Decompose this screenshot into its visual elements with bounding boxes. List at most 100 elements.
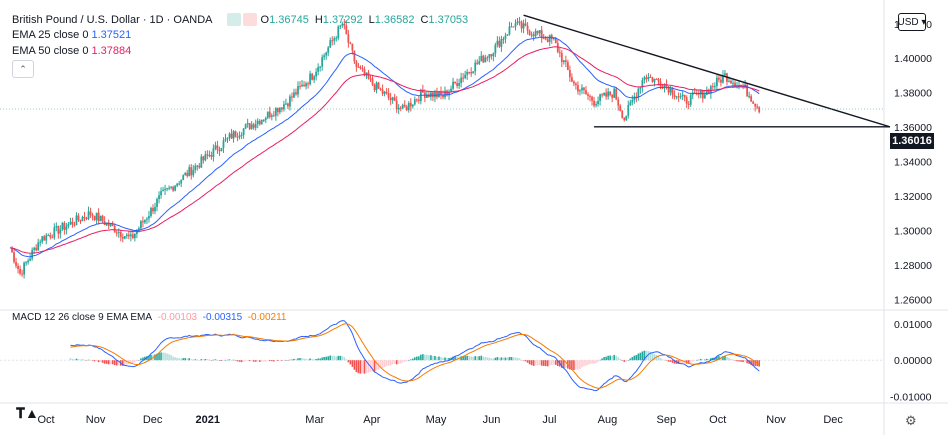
macd-histogram-bar bbox=[325, 356, 327, 361]
macd-histogram-bar bbox=[736, 360, 738, 362]
candle-body bbox=[401, 104, 404, 109]
ema25-line bbox=[9, 36, 760, 258]
macd-histogram-bar bbox=[289, 359, 291, 361]
candle-body bbox=[399, 107, 402, 109]
macd-histogram-bar bbox=[329, 355, 332, 361]
macd-histogram-bar bbox=[420, 354, 422, 361]
macd-histogram-bar bbox=[232, 359, 235, 361]
ema25-legend[interactable]: EMA 25 close 0 1.37521 bbox=[12, 29, 131, 41]
macd-histogram-bar bbox=[518, 358, 521, 361]
macd-histogram-bar bbox=[671, 360, 674, 363]
candle-body bbox=[226, 137, 229, 139]
candle-body bbox=[599, 94, 601, 101]
candle-body bbox=[633, 96, 636, 101]
macd-histogram-bar bbox=[260, 360, 263, 362]
candle-body bbox=[170, 186, 173, 188]
macd-histogram-bar bbox=[524, 360, 527, 362]
candle-body bbox=[214, 145, 217, 149]
candle-body bbox=[305, 83, 307, 87]
candle-body bbox=[405, 106, 408, 111]
macd-histogram-bar bbox=[361, 360, 364, 374]
macd-histogram-bar bbox=[595, 360, 597, 364]
macd-histogram-bar bbox=[256, 360, 259, 362]
ema-lines bbox=[9, 36, 760, 258]
candle-body bbox=[210, 155, 213, 157]
macd-histogram-bar bbox=[456, 356, 458, 361]
macd-histogram-bar bbox=[605, 356, 607, 361]
macd-histogram-bar bbox=[172, 356, 174, 361]
candle-body bbox=[53, 227, 56, 238]
candle-body bbox=[150, 207, 152, 216]
candle-body bbox=[752, 101, 755, 104]
candle-body bbox=[681, 94, 684, 97]
macd-histogram-bar bbox=[271, 360, 273, 362]
macd-histogram-bar bbox=[677, 360, 680, 364]
candle-body bbox=[274, 107, 277, 116]
macd-histogram-bar bbox=[635, 355, 638, 361]
candle-body bbox=[699, 90, 702, 95]
eye-icon[interactable] bbox=[226, 13, 241, 26]
macd-histogram-bar bbox=[242, 360, 245, 362]
macd-histogram-bar bbox=[222, 360, 225, 361]
candle-body bbox=[218, 150, 221, 152]
candle-body bbox=[407, 102, 410, 111]
candle-body bbox=[568, 70, 571, 78]
candle-body bbox=[669, 88, 672, 93]
macd-histogram-bar bbox=[575, 360, 577, 370]
macd-histogram-bar bbox=[699, 358, 702, 361]
macd-histogram-bar bbox=[579, 360, 581, 369]
candle-body bbox=[131, 234, 134, 239]
currency-button[interactable]: USD ▾ bbox=[898, 13, 926, 31]
chevron-up-icon[interactable]: ⌃ bbox=[12, 60, 34, 78]
symbol-title[interactable]: British Pound / U.S. Dollar · 1D · OANDA bbox=[12, 13, 213, 26]
candle-body bbox=[494, 44, 497, 54]
candle-body bbox=[303, 84, 305, 87]
macd-value: -0.00315 bbox=[202, 312, 243, 323]
candle-body bbox=[297, 86, 299, 95]
macd-histogram-bar bbox=[726, 357, 728, 361]
macd-histogram-bar bbox=[474, 356, 477, 361]
gear-icon[interactable]: ⚙ bbox=[905, 413, 917, 428]
macd-histogram-bar bbox=[180, 358, 182, 361]
macd-histogram-bar bbox=[367, 360, 370, 373]
candle-body bbox=[514, 23, 517, 27]
macd-histogram-bar bbox=[722, 356, 724, 361]
candle-body bbox=[287, 103, 289, 107]
candle-body bbox=[556, 43, 559, 52]
macd-histogram-bar bbox=[353, 360, 356, 370]
macd-histogram-bar bbox=[283, 360, 285, 361]
candle-body bbox=[202, 156, 205, 161]
macd-histogram-bar bbox=[593, 360, 595, 364]
candle-body bbox=[198, 165, 201, 168]
macd-histogram-bar bbox=[697, 359, 700, 361]
macd-legend[interactable]: MACD 12 26 close 9 EMA EMA -0.00103 -0.0… bbox=[12, 312, 286, 323]
macd-histogram-bar bbox=[327, 356, 330, 361]
macd-histogram-bar bbox=[101, 360, 104, 363]
macd-histogram-bar bbox=[740, 360, 742, 362]
hide-icon[interactable] bbox=[242, 13, 257, 26]
macd-histogram-bar bbox=[117, 360, 120, 366]
candle-body bbox=[99, 215, 102, 222]
candle-body bbox=[591, 96, 593, 101]
macd-histogram-bar bbox=[273, 360, 275, 362]
price-tick-label: 1.28000 bbox=[894, 260, 932, 272]
macd-histogram-bar bbox=[724, 355, 726, 361]
macd-histogram-bar bbox=[661, 359, 664, 361]
candle-body bbox=[486, 57, 489, 59]
macd-histogram-bar bbox=[291, 359, 293, 361]
macd-histogram-bar bbox=[643, 350, 646, 361]
candle-body bbox=[480, 55, 483, 62]
candle-body bbox=[252, 124, 255, 128]
high-value: 1.37292 bbox=[322, 13, 363, 26]
tradingview-logo[interactable]: 𝐓▲ bbox=[16, 405, 39, 421]
macd-histogram-bar bbox=[615, 355, 617, 361]
candle-body bbox=[37, 242, 40, 251]
candle-body bbox=[417, 99, 420, 102]
macd-histogram-bar bbox=[687, 360, 690, 364]
macd-histogram-bar bbox=[170, 355, 172, 361]
macd-histogram-bar bbox=[428, 355, 430, 361]
macd-histogram-bar bbox=[702, 359, 704, 361]
candle-body bbox=[484, 57, 487, 63]
ema50-legend[interactable]: EMA 50 close 0 1.37884 bbox=[12, 45, 131, 57]
